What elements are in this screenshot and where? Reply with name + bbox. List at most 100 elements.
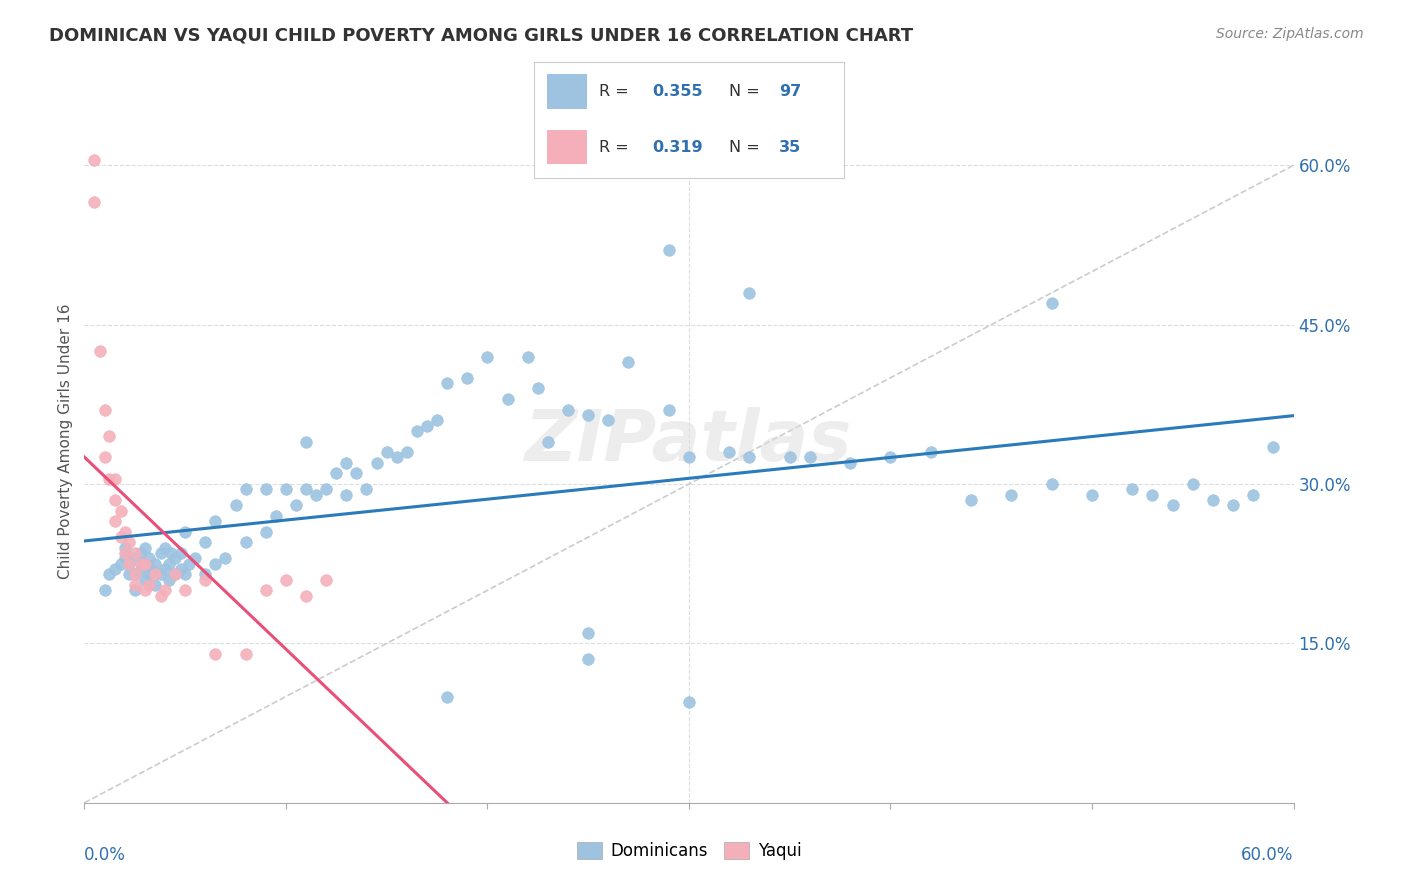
Text: N =: N = [730,139,765,154]
Point [129,546,152,560]
Point [143,578,166,592]
Point [97,472,120,486]
Point [160,546,183,560]
Point [385,450,408,465]
Point [134,557,156,571]
Point [436,690,458,704]
Point [264,508,287,523]
Point [678,695,700,709]
Text: N =: N = [730,84,765,99]
Point [165,551,187,566]
Point [124,578,146,592]
Point [138,551,160,566]
Point [305,488,328,502]
Point [174,567,197,582]
Point [149,567,172,582]
Point [1263,440,1285,454]
Text: 0.319: 0.319 [652,139,703,154]
Point [129,562,152,576]
Point [134,541,156,555]
Point [738,450,761,465]
Point [110,503,132,517]
Point [356,483,378,497]
Point [406,424,429,438]
Point [576,408,599,422]
Point [124,583,146,598]
Point [124,546,146,560]
Point [114,551,136,566]
Point [153,583,176,598]
Point [114,546,136,560]
Point [456,371,478,385]
Point [204,557,226,571]
Point [104,562,127,576]
Point [97,429,120,443]
Point [516,350,538,364]
Point [118,557,141,571]
Point [204,647,226,661]
Point [174,524,197,539]
Point [157,557,180,571]
Point [225,498,247,512]
Point [134,557,156,571]
Point [93,583,115,598]
Point [1142,488,1164,502]
Point [678,450,700,465]
Point [104,493,127,508]
Point [799,450,821,465]
Point [214,551,236,566]
FancyBboxPatch shape [547,129,586,164]
Point [436,376,458,390]
Point [346,467,368,481]
Point [153,541,176,555]
Point [576,652,599,666]
Point [138,567,160,582]
Point [274,573,297,587]
Point [124,567,146,582]
Point [295,589,318,603]
Point [89,344,111,359]
Point [104,472,127,486]
Point [325,467,347,481]
Point [235,483,257,497]
Point [315,483,337,497]
Point [114,524,136,539]
Point [1161,498,1184,512]
Text: R =: R = [599,84,634,99]
Point [93,450,115,465]
Point [143,557,166,571]
Text: 97: 97 [779,84,801,99]
Point [658,244,681,258]
Point [375,445,398,459]
Point [1000,488,1022,502]
Y-axis label: Child Poverty Among Girls Under 16: Child Poverty Among Girls Under 16 [58,304,73,579]
Point [165,567,187,582]
Point [170,546,193,560]
Point [315,573,337,587]
Point [149,589,172,603]
Text: ZIPatlas: ZIPatlas [526,407,852,476]
Point [274,483,297,497]
Point [416,418,439,433]
Point [527,381,550,395]
Point [235,647,257,661]
Point [124,551,146,566]
Point [738,285,761,300]
Point [165,567,187,582]
Point [1241,488,1264,502]
Point [1040,477,1063,491]
Point [879,450,901,465]
Point [335,456,357,470]
Point [194,567,217,582]
Point [254,524,277,539]
Point [157,573,180,587]
Point [395,445,418,459]
Point [179,557,201,571]
Text: Source: ZipAtlas.com: Source: ZipAtlas.com [1216,27,1364,41]
Point [1181,477,1204,491]
Point [617,355,640,369]
Point [184,551,207,566]
Point [118,557,141,571]
Point [1081,488,1104,502]
Point [254,583,277,598]
